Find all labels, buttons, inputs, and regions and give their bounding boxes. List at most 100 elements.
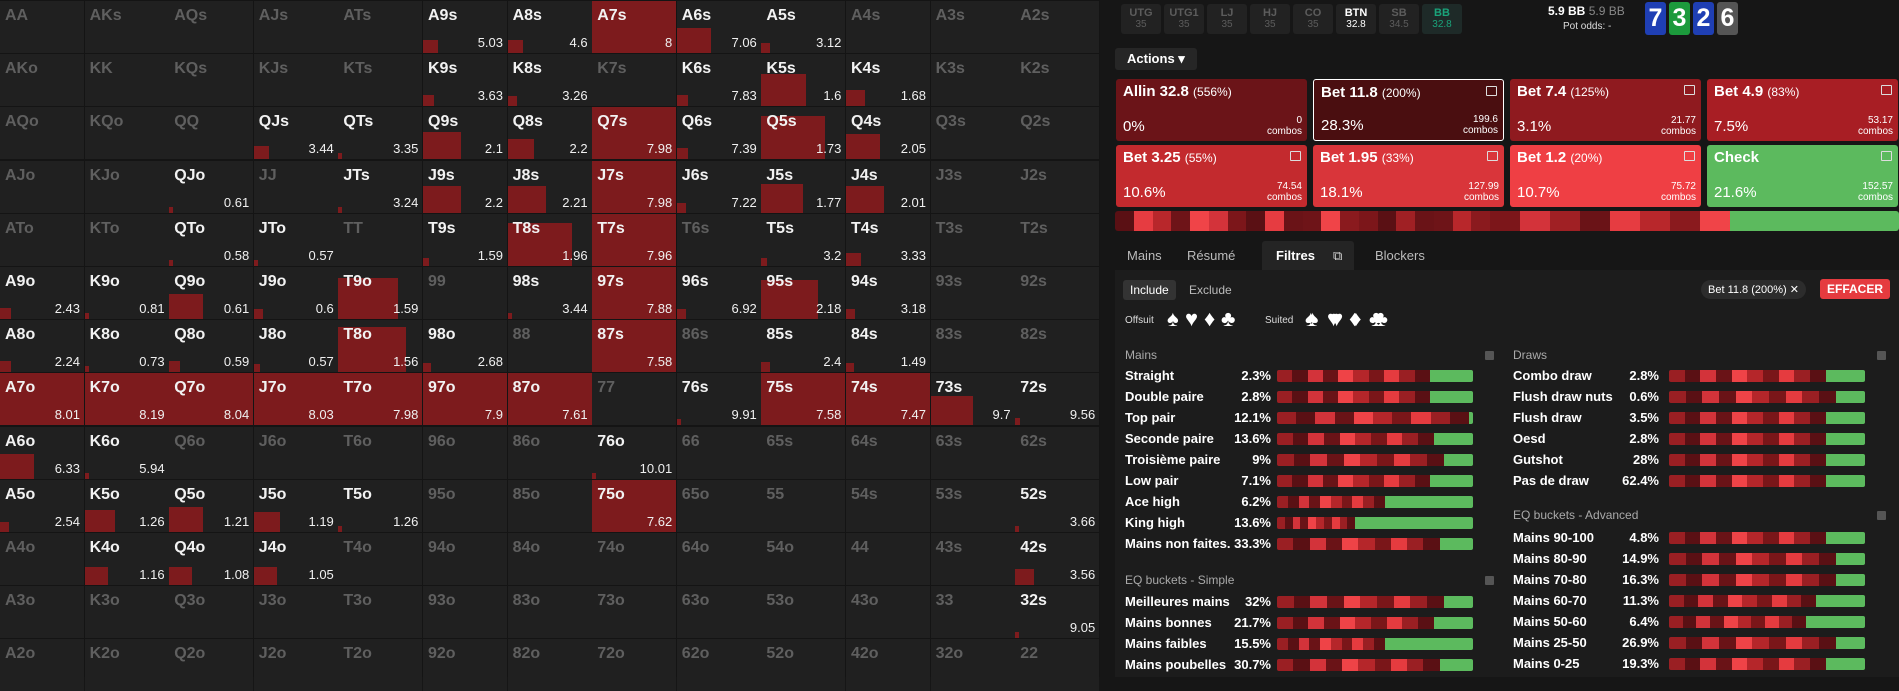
hand-cell-53o[interactable]: 53o <box>761 586 846 639</box>
hand-cell-64o[interactable]: 64o <box>676 533 761 585</box>
hand-cell-J7o[interactable]: J7o 8.03 <box>253 373 338 426</box>
hand-cell-J7s[interactable]: J7s 7.98 <box>592 160 677 213</box>
hand-cell-84o[interactable]: 84o <box>507 533 592 585</box>
hand-cell-Q5o[interactable]: Q5o 1.21 <box>169 479 254 532</box>
position-hj[interactable]: HJ 35 <box>1250 4 1290 34</box>
filter-row[interactable]: Oesd 2.8% <box>1513 431 1659 447</box>
action-tile[interactable]: Bet 1.95 (33%) 18.1% 127.99 combos <box>1313 145 1504 207</box>
hand-cell-J2s[interactable]: J2s <box>1015 160 1100 213</box>
hand-cell-AQs[interactable]: AQs <box>169 1 254 53</box>
hand-cell-KJo[interactable]: KJo <box>84 160 169 213</box>
hand-cell-QJo[interactable]: QJo 0.61 <box>169 160 254 213</box>
action-tile[interactable]: Bet 11.8 (200%) 28.3% 199.6 combos <box>1313 79 1504 141</box>
hand-cell-85s[interactable]: 85s 2.4 <box>761 320 846 373</box>
hand-cell-T3o[interactable]: T3o <box>338 586 423 639</box>
hand-cell-J3s[interactable]: J3s <box>930 160 1015 213</box>
hand-cell-K9s[interactable]: K9s 3.63 <box>423 54 507 107</box>
hand-cell-A4o[interactable]: A4o <box>0 533 84 585</box>
hand-cell-Q3s[interactable]: Q3s <box>930 107 1015 160</box>
filter-row[interactable]: Troisième paire 9% <box>1125 452 1271 468</box>
filter-row[interactable]: Meilleures mains 32% <box>1125 594 1271 610</box>
filter-row[interactable]: Mains 80-90 14.9% <box>1513 551 1659 567</box>
hand-cell-A6o[interactable]: A6o 6.33 <box>0 426 84 479</box>
hand-cell-74s[interactable]: 74s 7.47 <box>846 373 930 426</box>
hand-cell-43s[interactable]: 43s <box>930 533 1015 585</box>
hand-cell-T9o[interactable]: T9o 1.59 <box>338 267 423 319</box>
hand-cell-74o[interactable]: 74o <box>592 533 677 585</box>
hand-cell-53s[interactable]: 53s <box>930 479 1015 532</box>
hand-cell-92o[interactable]: 92o <box>423 639 507 691</box>
hand-cell-AJs[interactable]: AJs <box>253 1 338 53</box>
action-tile[interactable]: Allin 32.8 (556%) 0% 0 combos <box>1116 79 1307 141</box>
position-co[interactable]: CO 35 <box>1293 4 1333 34</box>
hand-cell-K6s[interactable]: K6s 7.83 <box>676 54 761 107</box>
list-icon[interactable] <box>1290 151 1301 161</box>
copy-icon[interactable]: ⧉ <box>1333 248 1343 263</box>
hand-cell-A6s[interactable]: A6s 7.06 <box>676 1 761 53</box>
hand-cell-Q9s[interactable]: Q9s 2.1 <box>423 107 507 160</box>
hand-cell-T3s[interactable]: T3s <box>930 213 1015 266</box>
hand-cell-T2o[interactable]: T2o <box>338 639 423 691</box>
hand-cell-A8o[interactable]: A8o 2.24 <box>0 320 84 373</box>
hand-cell-98o[interactable]: 98o 2.68 <box>423 320 507 373</box>
hand-cell-65o[interactable]: 65o <box>676 479 761 532</box>
hand-cell-K9o[interactable]: K9o 0.81 <box>84 267 169 319</box>
hand-cell-87s[interactable]: 87s 7.58 <box>592 320 677 373</box>
filter-row[interactable]: Double paire 2.8% <box>1125 389 1271 405</box>
hand-cell-43o[interactable]: 43o <box>846 586 930 639</box>
hand-cell-82o[interactable]: 82o <box>507 639 592 691</box>
suited-hearts-icon[interactable]: ♥♥ <box>1327 306 1343 331</box>
hand-cell-AKs[interactable]: AKs <box>84 1 169 53</box>
hand-cell-AA[interactable]: AA <box>0 1 84 53</box>
section-toggle-icon[interactable] <box>1485 351 1494 360</box>
hand-cell-A2o[interactable]: A2o <box>0 639 84 691</box>
hand-cell-KTo[interactable]: KTo <box>84 213 169 266</box>
hand-cell-A8s[interactable]: A8s 4.6 <box>507 1 592 53</box>
hand-cell-J6s[interactable]: J6s 7.22 <box>676 160 761 213</box>
hand-cell-83o[interactable]: 83o <box>507 586 592 639</box>
actions-dropdown[interactable]: Actions ▾ <box>1115 48 1197 70</box>
hand-cell-96o[interactable]: 96o <box>423 426 507 479</box>
hand-cell-Q6s[interactable]: Q6s 7.39 <box>676 107 761 160</box>
hand-cell-62s[interactable]: 62s <box>1015 426 1100 479</box>
hand-cell-75o[interactable]: 75o 7.62 <box>592 479 677 532</box>
hand-cell-K2s[interactable]: K2s <box>1015 54 1100 107</box>
hand-cell-62o[interactable]: 62o <box>676 639 761 691</box>
hand-cell-T4s[interactable]: T4s 3.33 <box>846 213 930 266</box>
hand-cell-Q8o[interactable]: Q8o 0.59 <box>169 320 254 373</box>
hand-cell-95o[interactable]: 95o <box>423 479 507 532</box>
filter-row[interactable]: Mains 60-70 11.3% <box>1513 593 1659 609</box>
hand-cell-J6o[interactable]: J6o <box>253 426 338 479</box>
hand-cell-K3o[interactable]: K3o <box>84 586 169 639</box>
hand-cell-J2o[interactable]: J2o <box>253 639 338 691</box>
hand-cell-T8s[interactable]: T8s 1.96 <box>507 213 592 266</box>
hand-cell-A3o[interactable]: A3o <box>0 586 84 639</box>
hand-cell-T5o[interactable]: T5o 1.26 <box>338 479 423 532</box>
hand-cell-75s[interactable]: 75s 7.58 <box>761 373 846 426</box>
tab-filtres[interactable]: Filtres <box>1276 248 1316 263</box>
hand-cell-66[interactable]: 66 <box>676 426 761 479</box>
filter-row[interactable]: Mains non faites. 33.3% <box>1125 536 1271 552</box>
hand-cell-92s[interactable]: 92s <box>1015 267 1100 319</box>
position-utg[interactable]: UTG 35 <box>1121 4 1161 34</box>
filter-row[interactable]: Mains poubelles 30.7% <box>1125 657 1271 673</box>
hand-cell-T9s[interactable]: T9s 1.59 <box>423 213 507 266</box>
hand-cell-A7s[interactable]: A7s 8 <box>592 1 677 53</box>
hand-cell-A5o[interactable]: A5o 2.54 <box>0 479 84 532</box>
hand-cell-93s[interactable]: 93s <box>930 267 1015 319</box>
hand-cell-J3o[interactable]: J3o <box>253 586 338 639</box>
hand-cell-Q4s[interactable]: Q4s 2.05 <box>846 107 930 160</box>
hand-cell-Q2s[interactable]: Q2s <box>1015 107 1100 160</box>
hand-cell-86s[interactable]: 86s <box>676 320 761 373</box>
hand-cell-KTs[interactable]: KTs <box>338 54 423 107</box>
action-tile[interactable]: Check 21.6% 152.57 combos <box>1707 145 1898 207</box>
hand-cell-J9o[interactable]: J9o 0.6 <box>253 267 338 319</box>
hand-cell-T2s[interactable]: T2s <box>1015 213 1100 266</box>
hand-cell-QJs[interactable]: QJs 3.44 <box>253 107 338 160</box>
hand-cell-A7o[interactable]: A7o 8.01 <box>0 373 84 426</box>
hand-cell-73o[interactable]: 73o <box>592 586 677 639</box>
hand-cell-44[interactable]: 44 <box>846 533 930 585</box>
list-icon[interactable] <box>1684 85 1695 95</box>
hand-cell-73s[interactable]: 73s 9.7 <box>930 373 1015 426</box>
hand-cell-T6s[interactable]: T6s <box>676 213 761 266</box>
